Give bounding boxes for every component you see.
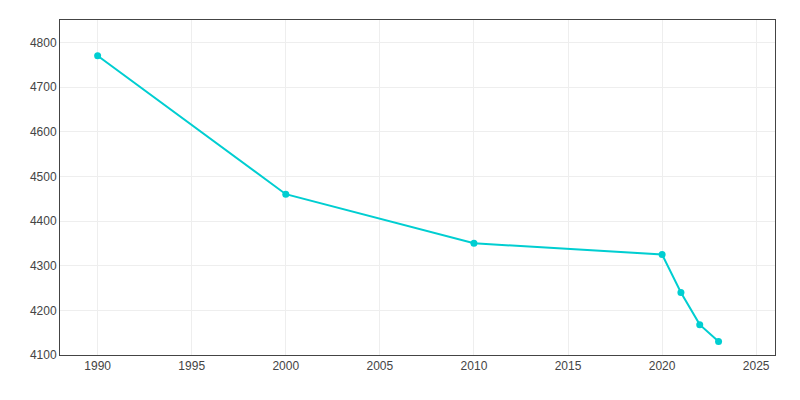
svg-text:1990: 1990 bbox=[84, 359, 111, 373]
svg-text:4500: 4500 bbox=[30, 170, 57, 184]
svg-text:4700: 4700 bbox=[30, 80, 57, 94]
svg-text:2010: 2010 bbox=[461, 359, 488, 373]
svg-text:2000: 2000 bbox=[272, 359, 299, 373]
svg-text:2015: 2015 bbox=[555, 359, 582, 373]
svg-text:2020: 2020 bbox=[649, 359, 676, 373]
svg-text:4800: 4800 bbox=[30, 36, 57, 50]
svg-text:4200: 4200 bbox=[30, 304, 57, 318]
svg-text:1995: 1995 bbox=[178, 359, 205, 373]
svg-text:4400: 4400 bbox=[30, 214, 57, 228]
svg-text:4300: 4300 bbox=[30, 259, 57, 273]
svg-text:4600: 4600 bbox=[30, 125, 57, 139]
svg-text:4100: 4100 bbox=[30, 348, 57, 362]
svg-text:2025: 2025 bbox=[743, 359, 770, 373]
svg-text:2005: 2005 bbox=[367, 359, 394, 373]
